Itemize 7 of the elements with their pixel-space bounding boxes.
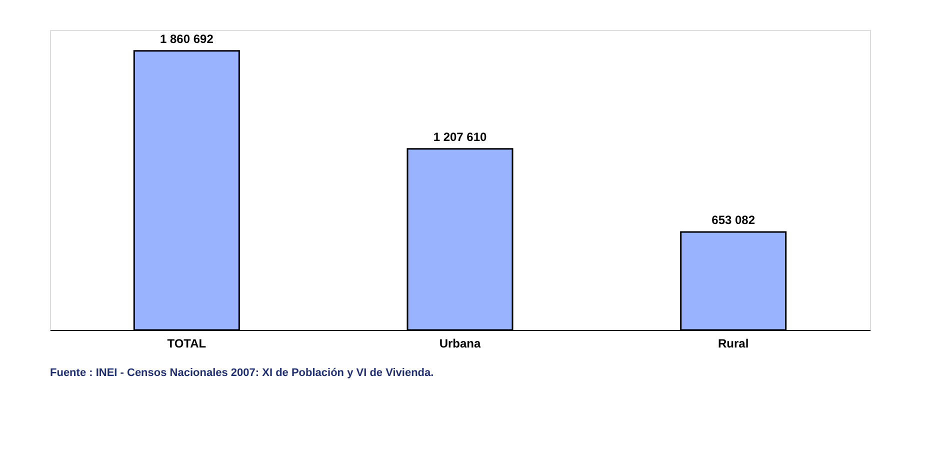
x-tick-label: Rural <box>718 336 749 350</box>
source-note: Fuente : INEI - Censos Nacionales 2007: XI de Población y VI de Vivienda. <box>50 367 434 379</box>
x-tick-label: Urbana <box>439 336 481 350</box>
data-label: 1 860 692 <box>160 32 214 46</box>
x-tick-label: TOTAL <box>167 336 206 350</box>
data-label: 653 082 <box>712 213 756 228</box>
data-label: 1 207 610 <box>433 130 488 144</box>
